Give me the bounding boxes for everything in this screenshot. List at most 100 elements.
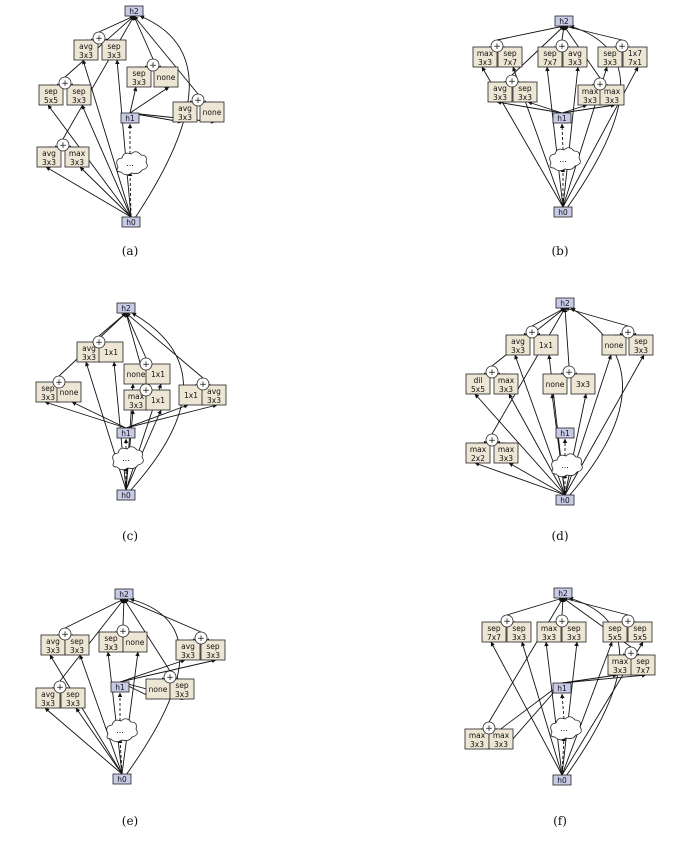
node-h2: h2	[124, 5, 144, 17]
op-label: avg	[207, 387, 221, 396]
svg-text:+: +	[95, 34, 103, 44]
svg-text:+: +	[59, 141, 67, 151]
svg-text:h2: h2	[558, 589, 568, 598]
op-label: sep	[132, 69, 146, 78]
op-label: sep	[104, 634, 118, 643]
svg-text:+: +	[596, 80, 604, 90]
node-h0: h0	[555, 494, 575, 506]
svg-text:+: +	[194, 96, 202, 106]
op-kernel: 5x5	[471, 385, 485, 394]
cloud-label: ...	[560, 724, 568, 733]
node-h0: h0	[552, 774, 572, 786]
svg-text:h0: h0	[557, 776, 567, 785]
op-kernel: 3x3	[542, 633, 556, 642]
cloud-icon: ...	[550, 716, 582, 741]
add-node: +	[163, 670, 177, 684]
op-box: none	[542, 373, 568, 395]
op-label: sep	[512, 624, 526, 633]
op-kernel: 2x2	[471, 454, 485, 463]
op-label: sep	[503, 49, 517, 58]
node-h1: h1	[116, 427, 136, 439]
add-node: +	[624, 646, 638, 660]
op-kernel: 3x3	[79, 51, 93, 60]
svg-text:h2: h2	[560, 299, 570, 308]
svg-text:+: +	[61, 79, 69, 89]
node-h0: h0	[112, 773, 132, 785]
add-node: +	[53, 680, 67, 694]
op-label: max	[477, 49, 494, 58]
op-box: none	[122, 631, 148, 653]
add-node: +	[485, 365, 499, 379]
op-label: max	[498, 376, 515, 385]
op-kernel: 3x3	[82, 353, 96, 362]
add-node: +	[485, 433, 499, 447]
op-kernel: 3x3	[175, 690, 189, 699]
cloud-label: ...	[122, 454, 130, 463]
op-label: none	[60, 388, 79, 397]
node-h2: h2	[553, 587, 573, 599]
svg-text:h2: h2	[121, 304, 131, 313]
op-label: sep	[41, 384, 55, 393]
add-node: +	[56, 138, 70, 152]
op-kernel: 3x3	[499, 454, 513, 463]
svg-text:h2: h2	[559, 17, 569, 26]
op-label: sep	[603, 49, 617, 58]
add-node: +	[621, 614, 635, 628]
node-h0: h0	[116, 489, 136, 501]
add-node: +	[58, 627, 72, 641]
add-node: +	[58, 76, 72, 90]
op-label: sep	[636, 657, 650, 666]
op-kernel: 3x3	[478, 58, 492, 67]
svg-text:+: +	[488, 436, 496, 446]
svg-text:+: +	[166, 673, 174, 683]
svg-text:h0: h0	[558, 208, 568, 217]
op-kernel: 3x3	[499, 385, 513, 394]
op-box: 1x1	[98, 341, 124, 363]
add-node: +	[194, 631, 208, 645]
svg-text:+: +	[624, 617, 632, 627]
add-node: +	[196, 377, 210, 391]
add-node: +	[505, 74, 519, 88]
cell-panel-6: sep7x7sep3x3max3x3sep3x3sep5x5sep5x5max3…	[464, 587, 656, 828]
svg-text:+: +	[528, 328, 536, 338]
op-label: sep	[107, 42, 121, 51]
op-kernel: 3x3	[107, 51, 121, 60]
cloud-label: ...	[126, 159, 134, 168]
op-label: max	[604, 87, 621, 96]
op-kernel: 3x3	[129, 401, 143, 410]
panel-caption: (e)	[122, 814, 138, 828]
panel-caption: (b)	[551, 244, 568, 258]
svg-text:h1: h1	[557, 114, 567, 123]
op-kernel: 3x3	[512, 633, 526, 642]
op-label: sep	[487, 624, 501, 633]
svg-text:+: +	[493, 42, 501, 52]
cell-panel-2: max3x3sep7x7sep7x7avg3x3sep3x31x77x1avg3…	[472, 15, 648, 258]
add-node: +	[593, 77, 607, 91]
node-h1: h1	[552, 682, 572, 694]
op-label: dil	[474, 376, 483, 385]
op-kernel: 7x7	[543, 58, 557, 67]
op-label: max	[128, 392, 145, 401]
op-box: 3x3	[570, 373, 596, 395]
svg-text:+: +	[142, 386, 150, 396]
cloud-icon: ...	[106, 718, 138, 743]
svg-text:+: +	[95, 338, 103, 348]
op-kernel: 3x3	[70, 646, 84, 655]
node-h2: h2	[116, 302, 136, 314]
op-label: max	[470, 445, 487, 454]
op-label: avg	[46, 637, 60, 646]
